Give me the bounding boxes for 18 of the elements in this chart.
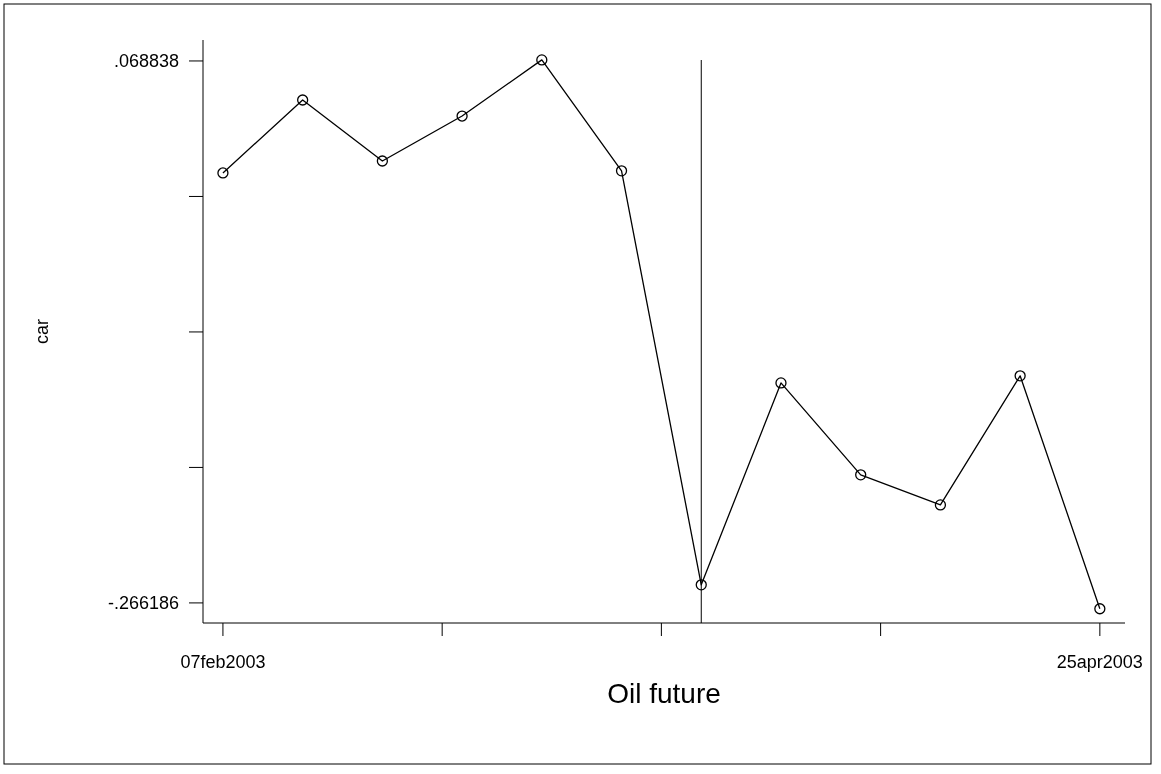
- point: [217, 167, 229, 179]
- point: [855, 469, 867, 481]
- point: [456, 110, 468, 122]
- y-tick-label: .068838: [113, 51, 179, 72]
- point: [695, 579, 707, 591]
- x-tick-label: 07feb2003: [180, 652, 266, 672]
- point: [934, 499, 947, 511]
- y-tick-label: -.266186: [107, 593, 179, 614]
- point: [376, 155, 389, 167]
- x-axis-title: Oil future: [607, 678, 721, 709]
- y-axis-title: car: [32, 318, 52, 345]
- point: [1094, 603, 1106, 615]
- point: [536, 54, 548, 66]
- point: [775, 377, 787, 389]
- point: [1014, 370, 1026, 382]
- point: [615, 165, 628, 177]
- point: [297, 94, 309, 106]
- x-tick-label: 25apr2003: [1056, 652, 1143, 672]
